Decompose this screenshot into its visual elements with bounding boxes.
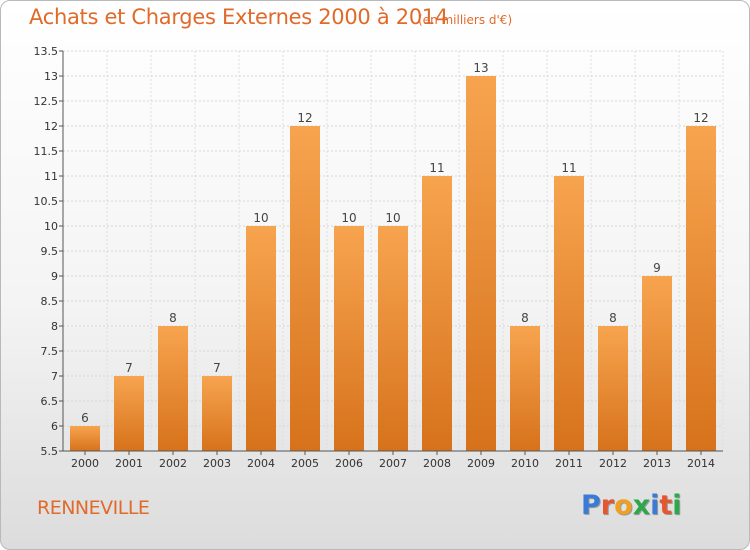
bar [114, 376, 144, 451]
bar [510, 326, 540, 451]
bar-value-label: 10 [385, 211, 400, 225]
bar [598, 326, 628, 451]
bar [246, 226, 276, 451]
y-tick-label: 9.5 [41, 245, 59, 258]
bar-value-label: 6 [81, 411, 89, 425]
x-tick-label: 2011 [555, 457, 583, 470]
x-tick-label: 2008 [423, 457, 451, 470]
proxiti-logo: Proxiti [581, 490, 682, 521]
bar-value-label: 9 [653, 261, 661, 275]
bar [378, 226, 408, 451]
bar [158, 326, 188, 451]
x-tick-label: 2007 [379, 457, 407, 470]
y-tick-label: 11.5 [34, 145, 59, 158]
bar [554, 176, 584, 451]
x-tick-label: 2010 [511, 457, 539, 470]
x-tick-label: 2013 [643, 457, 671, 470]
x-tick-label: 2002 [159, 457, 187, 470]
bar-value-label: 12 [693, 111, 708, 125]
bar-value-label: 11 [429, 161, 444, 175]
x-tick-label: 2001 [115, 457, 143, 470]
bar-value-label: 10 [253, 211, 268, 225]
x-tick-label: 2006 [335, 457, 363, 470]
y-tick-label: 8 [51, 320, 58, 333]
bar-value-label: 11 [561, 161, 576, 175]
y-tick-label: 5.5 [41, 445, 59, 458]
bar [70, 426, 100, 451]
bar-value-label: 10 [341, 211, 356, 225]
x-tick-label: 2003 [203, 457, 231, 470]
bars: 6 7 8 7 10 12 10 10 11 13 8 11 8 9 12 [70, 61, 716, 451]
chart-subtitle: (en milliers d'€) [418, 13, 513, 27]
y-tick-label: 10 [44, 220, 58, 233]
y-tick-label: 13 [44, 70, 58, 83]
bar [466, 76, 496, 451]
x-tick-label: 2005 [291, 457, 319, 470]
bar [686, 126, 716, 451]
bar-value-label: 7 [213, 361, 221, 375]
y-tick-label: 10.5 [34, 195, 59, 208]
bar-value-label: 8 [609, 311, 617, 325]
y-tick-label: 11 [44, 170, 58, 183]
bar [334, 226, 364, 451]
bar [290, 126, 320, 451]
y-tick-label: 13.5 [34, 45, 59, 58]
y-tick-label: 12.5 [34, 95, 59, 108]
bar [202, 376, 232, 451]
bar [642, 276, 672, 451]
y-tick-label: 12 [44, 120, 58, 133]
y-tick-label: 6.5 [41, 395, 59, 408]
x-tick-label: 2012 [599, 457, 627, 470]
y-tick-label: 8.5 [41, 295, 59, 308]
x-tick-label: 2004 [247, 457, 275, 470]
bar-value-label: 12 [297, 111, 312, 125]
x-tick-label: 2009 [467, 457, 495, 470]
y-tick-label: 6 [51, 420, 58, 433]
x-tick-label: 2000 [71, 457, 99, 470]
y-tick-label: 9 [51, 270, 58, 283]
place-name: RENNEVILLE [37, 497, 150, 519]
bar [422, 176, 452, 451]
bar-value-label: 13 [473, 61, 488, 75]
chart-title: Achats et Charges Externes 2000 à 2014 [29, 5, 449, 29]
axes: 5.5 6 6.5 7 7.5 8 8.5 9 9.5 10 10.5 11 11.5 12 12.5 13 1… [34, 45, 723, 470]
y-tick-label: 7 [51, 370, 58, 383]
y-tick-label: 7.5 [41, 345, 59, 358]
bar-value-label: 8 [521, 311, 529, 325]
bar-value-label: 8 [169, 311, 177, 325]
x-tick-label: 2014 [687, 457, 715, 470]
bar-value-label: 7 [125, 361, 133, 375]
